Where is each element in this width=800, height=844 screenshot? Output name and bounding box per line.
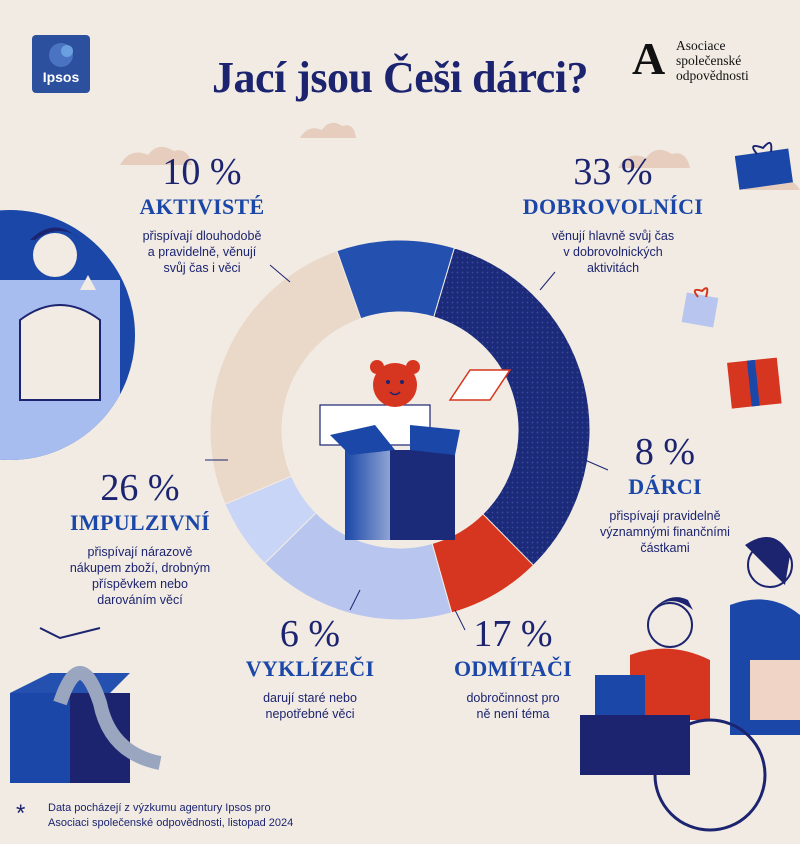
- segment-percent: 33 %: [573, 151, 653, 193]
- segment-percent: 17 %: [473, 613, 553, 655]
- footnote: Data pocházejí z výzkumu agentury Ipsos …: [48, 801, 378, 831]
- segment-dobrovolnici: 33 % DOBROVOLNÍCI věnují hlavně svůj čas…: [503, 150, 723, 276]
- gift-box-small: [681, 287, 719, 328]
- segment-name: DOBROVOLNÍCI: [522, 194, 704, 219]
- segment-percent: 26 %: [100, 467, 180, 509]
- footnote-asterisk: *: [16, 800, 26, 827]
- asociace-line-2: společenské: [676, 53, 742, 68]
- segment-percent: 10 %: [162, 151, 242, 193]
- segment-desc-line: darováním věcí: [97, 593, 183, 607]
- gift-box-top-right: [735, 141, 793, 190]
- segment-desc-line: darují staré nebo: [263, 691, 357, 705]
- segment-desc-line: přispívají nárazově: [87, 545, 193, 559]
- segment-desc-line: významnými finančními: [600, 525, 730, 539]
- segment-desc-line: přispívají pravidelně: [609, 509, 721, 523]
- asociace-logo: A Asociace společenské odpovědnosti: [632, 32, 792, 92]
- segment-desc-line: v dobrovolnických: [563, 245, 663, 259]
- segment-name: IMPULZIVNÍ: [70, 510, 210, 535]
- segment-vyklizeci: 6 % VYKLÍZEČI darují staré nebo nepotřeb…: [200, 612, 420, 722]
- segment-desc-line: dobročinnost pro: [466, 691, 560, 705]
- segment-name: DÁRCI: [628, 474, 702, 499]
- asociace-logo-mark: A: [632, 33, 666, 84]
- segment-desc-line: příspěvkem nebo: [92, 577, 188, 591]
- segment-odmitaci: 17 % ODMÍTAČI dobročinnost pro ně není t…: [403, 612, 623, 722]
- ipsos-logo: Ipsos: [32, 35, 90, 93]
- segment-aktiviste: 10 % AKTIVISTÉ přispívají dlouhodobě a p…: [92, 150, 312, 276]
- footnote-line: Asociaci společenské odpovědnosti, listo…: [48, 817, 294, 829]
- segment-impulzivni: 26 % IMPULZIVNÍ přispívají nárazově náku…: [30, 466, 250, 608]
- woman-with-cat-illustration: [0, 210, 135, 460]
- segment-desc-line: aktivitách: [586, 261, 640, 275]
- donut-chart: [209, 239, 591, 621]
- asociace-line-3: odpovědnosti: [676, 68, 749, 83]
- ipsos-logo-text: Ipsos: [42, 69, 80, 85]
- segment-desc-line: přispívají dlouhodobě: [142, 229, 262, 243]
- segment-desc-line: a pravidelně, věnují: [147, 245, 257, 259]
- segment-name: VYKLÍZEČI: [245, 656, 375, 681]
- wheelchair-people-illustration: [580, 537, 800, 832]
- segment-desc-line: ně není téma: [476, 707, 550, 721]
- segment-name: AKTIVISTÉ: [139, 194, 265, 219]
- asociace-line-1: Asociace: [676, 38, 726, 53]
- box-with-tape-illustration: [10, 627, 162, 783]
- segment-desc-line: věnují hlavně svůj čas: [551, 229, 675, 243]
- segment-darci: 8 % DÁRCI přispívají pravidelně významný…: [555, 430, 775, 556]
- segment-desc-line: svůj čas i věci: [163, 261, 241, 275]
- page-title: Jací jsou Češi dárci?: [211, 53, 589, 102]
- segment-desc-line: nákupem zboží, drobným: [69, 561, 211, 575]
- segment-percent: 6 %: [279, 613, 341, 655]
- footnote-line: Data pocházejí z výzkumu agentury Ipsos …: [48, 802, 271, 814]
- segment-name: ODMÍTAČI: [453, 656, 573, 681]
- segment-desc-line: nepotřebné věci: [265, 707, 355, 721]
- segment-desc-line: částkami: [640, 541, 690, 555]
- gift-box-red: [727, 357, 782, 409]
- segment-percent: 8 %: [634, 431, 696, 473]
